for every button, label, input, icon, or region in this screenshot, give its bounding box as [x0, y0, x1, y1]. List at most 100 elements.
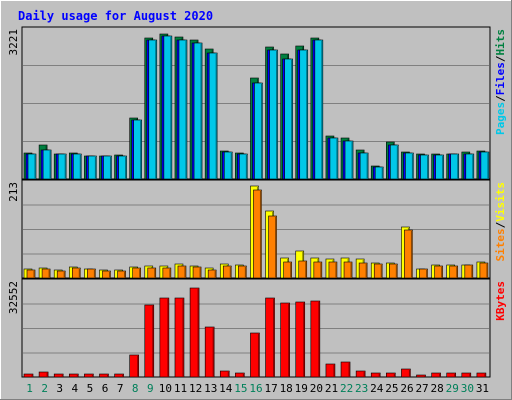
bar-sites-4-shade	[78, 269, 81, 278]
bar-pages-19-shade	[306, 51, 308, 179]
x-tick-label-4: 4	[72, 382, 79, 395]
legend-entry: Sites	[494, 228, 507, 261]
bar-pages-15-shade	[245, 155, 248, 179]
bar-kbytes-2-shade	[46, 373, 49, 377]
bar-pages-26-shade	[411, 154, 414, 179]
bar-pages-7-shade	[125, 157, 127, 179]
x-tick-label-18: 18	[280, 382, 293, 395]
bar-kbytes-7-shade	[122, 375, 124, 377]
bar-pages-6-shade	[109, 157, 112, 179]
bar-kbytes-8-shade	[137, 356, 139, 377]
bar-kbytes-24-shade	[378, 374, 381, 377]
bar-pages-10-shade	[170, 37, 172, 179]
x-tick-label-12: 12	[189, 382, 202, 395]
bar-pages-13-shade	[215, 54, 218, 179]
bar-sites-17-shade	[275, 217, 277, 278]
bar-sites-2-shade	[48, 270, 51, 278]
x-tick-label-31: 31	[476, 382, 489, 395]
bar-kbytes-22-shade	[348, 363, 351, 377]
bar-kbytes-21-shade	[333, 365, 335, 377]
x-tick-label-21: 21	[325, 382, 338, 395]
x-tick-label-19: 19	[295, 382, 308, 395]
x-tick-label-16: 16	[249, 382, 262, 395]
bar-kbytes-16-shade	[257, 334, 260, 377]
bar-pages-17-shade	[276, 51, 278, 179]
x-tick-label-2: 2	[41, 382, 48, 395]
bar-kbytes-31-shade	[484, 374, 486, 377]
bar-sites-9-shade	[154, 269, 156, 278]
bar-sites-31-shade	[486, 264, 488, 278]
bar-kbytes-5-shade	[91, 375, 94, 377]
panel-kbytes-ymax-label: 32552	[7, 281, 20, 314]
bar-pages-27-shade	[427, 156, 429, 179]
bar-sites-13-shade	[214, 271, 217, 278]
bar-kbytes-3-shade	[61, 375, 64, 377]
bar-kbytes-23-shade	[363, 372, 366, 377]
bar-sites-3-shade	[63, 272, 66, 278]
bar-pages-20-shade	[321, 41, 323, 179]
bar-pages-16-shade	[260, 84, 263, 179]
bar-kbytes-20-shade	[318, 302, 320, 377]
bar-sites-23-shade	[365, 264, 368, 278]
bar-kbytes-6-shade	[106, 375, 109, 377]
bar-pages-8-shade	[140, 121, 142, 179]
chart-title: Daily usage for August 2020	[18, 9, 213, 23]
bar-kbytes-17-shade	[273, 299, 275, 377]
legend-entry: Files	[494, 62, 507, 95]
bar-kbytes-13-shade	[212, 328, 215, 377]
bar-pages-28-shade	[442, 156, 444, 179]
x-tick-label-14: 14	[219, 382, 233, 395]
bar-sites-11-shade	[184, 267, 186, 278]
bar-kbytes-15-shade	[242, 374, 245, 377]
x-tick-label-13: 13	[204, 382, 217, 395]
bar-pages-4-shade	[79, 155, 82, 179]
panel-pages-files-hits-legend: Pages/Files/Hits	[494, 29, 507, 135]
legend-entry: Hits	[494, 29, 507, 56]
bar-kbytes-30-shade	[469, 374, 471, 377]
bar-pages-2-shade	[49, 151, 52, 179]
bar-pages-11-shade	[185, 41, 187, 179]
bar-pages-31-shade	[487, 153, 489, 179]
bar-sites-28-shade	[441, 267, 443, 278]
legend-entry: /	[494, 221, 507, 228]
bar-pages-14-shade	[230, 153, 233, 179]
bar-sites-19-shade	[305, 262, 307, 278]
bar-sites-25-shade	[395, 265, 398, 278]
bar-sites-1-shade	[33, 271, 35, 278]
bar-pages-3-shade	[64, 155, 67, 179]
x-tick-label-23: 23	[355, 382, 368, 395]
bar-sites-6-shade	[108, 272, 111, 278]
panel-kbytes-legend: KBytes	[494, 281, 507, 321]
bar-kbytes-29-shade	[454, 374, 456, 377]
legend-entry: Visits	[494, 182, 507, 222]
bar-pages-5-shade	[94, 157, 97, 179]
bar-sites-14-shade	[229, 267, 232, 278]
x-tick-label-6: 6	[102, 382, 109, 395]
bar-sites-7-shade	[124, 272, 126, 278]
bar-kbytes-11-shade	[182, 299, 184, 377]
x-tick-label-24: 24	[370, 382, 384, 395]
panel-visits-sites-legend: Sites/Visits	[494, 182, 507, 262]
bar-pages-24-shade	[381, 168, 384, 179]
bar-kbytes-14-shade	[227, 372, 230, 377]
x-tick-label-5: 5	[87, 382, 94, 395]
x-tick-label-17: 17	[264, 382, 277, 395]
legend-entry: /	[494, 95, 507, 102]
panel-pages-files-hits-ymax-label: 3221	[7, 29, 20, 56]
bar-pages-21-shade	[336, 139, 338, 179]
bar-kbytes-28-shade	[439, 374, 441, 377]
bar-pages-18-shade	[291, 60, 293, 179]
x-tick-label-1: 1	[26, 382, 33, 395]
bar-sites-10-shade	[169, 269, 171, 278]
x-tick-label-20: 20	[310, 382, 323, 395]
bar-kbytes-19-shade	[303, 303, 305, 377]
x-tick-label-9: 9	[147, 382, 154, 395]
bar-pages-25-shade	[396, 146, 399, 179]
bar-kbytes-4-shade	[76, 375, 79, 377]
bar-pages-22-shade	[351, 142, 354, 179]
bar-pages-23-shade	[366, 154, 369, 179]
bar-kbytes-26-shade	[408, 370, 411, 377]
bar-sites-27-shade	[426, 270, 428, 278]
